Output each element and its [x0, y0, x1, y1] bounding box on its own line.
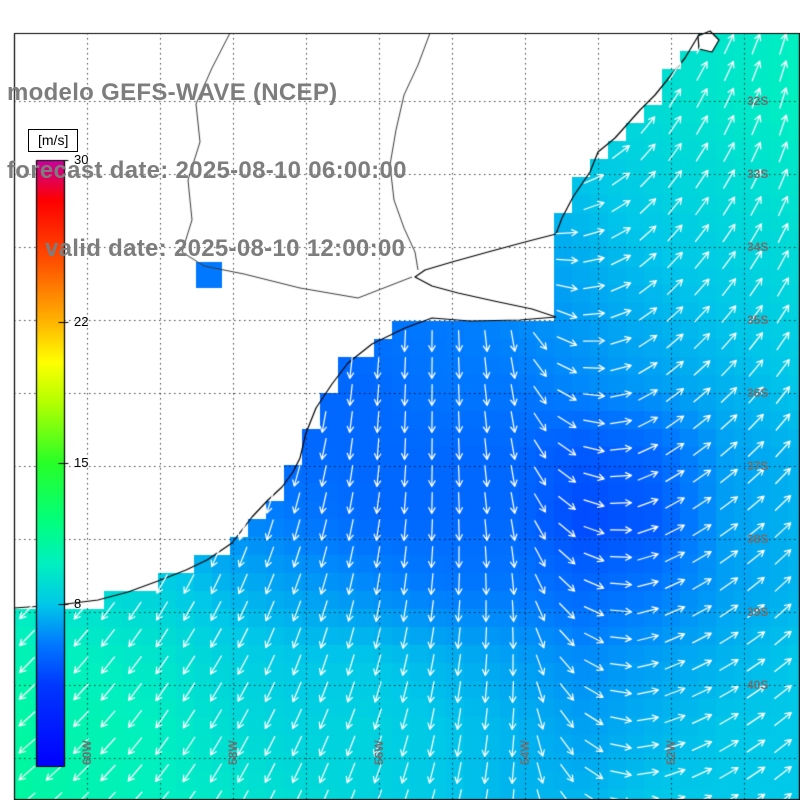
header: modelo GEFS-WAVE (NCEP) forecast date: 2…: [7, 28, 407, 314]
valid-date-line: valid date: 2025-08-10 12:00:00: [45, 235, 406, 262]
colorbar-unit-label: [m/s]: [28, 129, 79, 152]
forecast-date-line: forecast date: 2025-08-10 06:00:00: [7, 157, 407, 184]
model-title: modelo GEFS-WAVE (NCEP): [7, 79, 338, 106]
